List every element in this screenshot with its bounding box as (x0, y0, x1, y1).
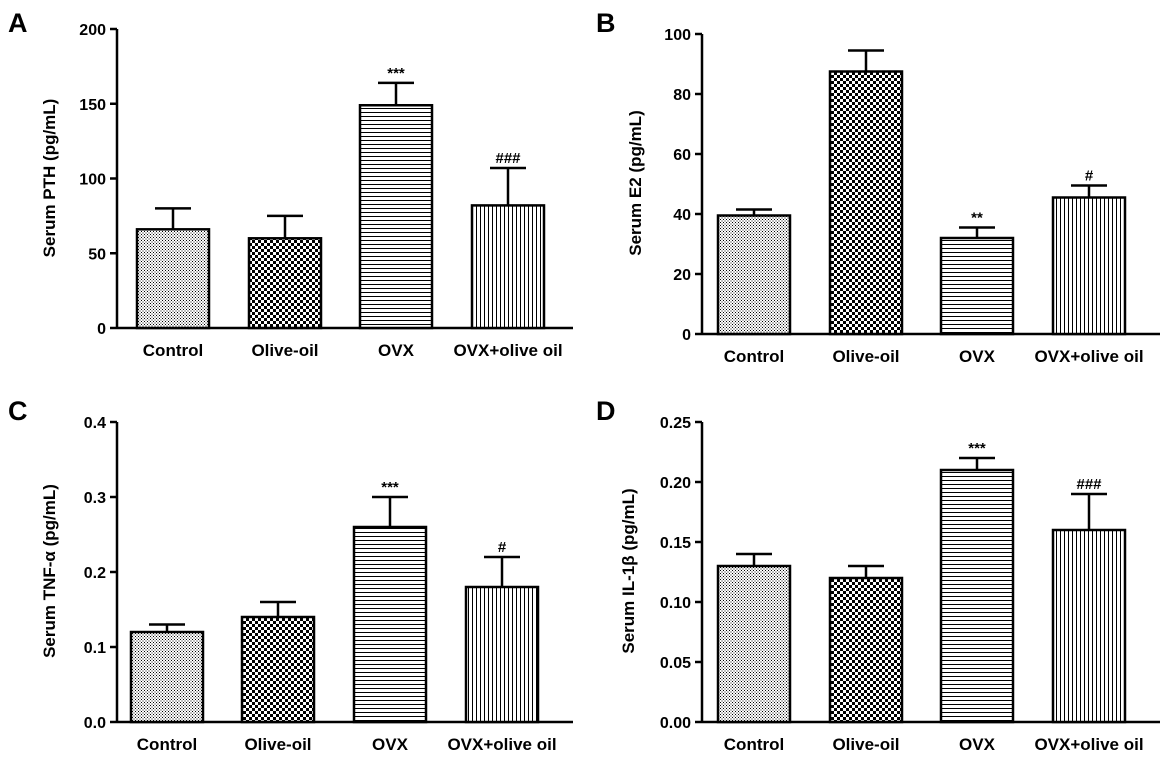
y-tick-label: 0.15 (660, 535, 691, 552)
y-tick-label: 40 (673, 207, 691, 224)
x-category-label: Olive-oil (251, 341, 318, 360)
y-tick-label: 50 (88, 246, 106, 263)
bar-ovx-olive-oil (470, 204, 546, 330)
bar-olive-oil (240, 615, 316, 724)
significance-label: *** (968, 440, 986, 457)
x-category-label: Control (724, 735, 784, 754)
bar-olive-oil (828, 70, 904, 336)
x-category-label: OVX+olive oil (1034, 735, 1143, 754)
panel-c: C Serum TNF-α (pg/mL) 0.0 0.1 0.2 0.3 0.4 Con… (8, 396, 573, 754)
bar-ovx (358, 103, 434, 330)
x-category-label: OVX (378, 341, 415, 360)
y-axis-title-b: Serum E2 (pg/mL) (626, 110, 645, 255)
bar-control (716, 564, 792, 724)
y-tick-label: 0.3 (84, 490, 106, 507)
panel-letter-a: A (8, 8, 28, 38)
y-tick-label: 0 (97, 321, 106, 338)
bar-ovx-olive-oil (1051, 528, 1127, 724)
significance-label: *** (387, 65, 405, 82)
y-tick-label: 0.20 (660, 475, 691, 492)
y-axis-title-d: Serum IL-1β (pg/mL) (619, 488, 638, 653)
bar-control (716, 214, 792, 336)
bar-control (129, 630, 205, 724)
y-axis-title-a: Serum PTH (pg/mL) (40, 99, 59, 258)
y-tick-label: 0.00 (660, 715, 691, 732)
y-tick-label: 20 (673, 267, 691, 284)
bar-ovx (939, 468, 1015, 724)
significance-label: ** (971, 210, 983, 227)
x-category-label: OVX (959, 735, 996, 754)
y-tick-label: 0.0 (84, 715, 106, 732)
bar-control (135, 228, 211, 330)
y-tick-label: 60 (673, 147, 691, 164)
panel-a: A Serum PTH (pg/mL) 0 50 100 150 200 Control O… (8, 8, 573, 360)
x-category-label: OVX+olive oil (1034, 347, 1143, 366)
significance-label: *** (381, 479, 399, 496)
bar-ovx-olive-oil (1051, 196, 1127, 336)
x-category-label: OVX (959, 347, 996, 366)
x-category-label: Control (724, 347, 784, 366)
bar-olive-oil (247, 237, 323, 330)
x-category-label: OVX+olive oil (447, 735, 556, 754)
y-tick-label: 0.4 (84, 415, 106, 432)
y-tick-label: 150 (79, 97, 106, 114)
panel-b: B Serum E2 (pg/mL) 0 20 40 60 80 100 Control Ol… (596, 8, 1160, 366)
x-category-label: Control (143, 341, 203, 360)
bar-ovx-olive-oil (464, 585, 540, 724)
x-category-label: Olive-oil (244, 735, 311, 754)
panel-d: D Serum IL-1β (pg/mL) 0.00 0.05 0.10 0.15 0.… (596, 396, 1160, 754)
y-tick-label: 0.2 (84, 565, 106, 582)
panel-letter-d: D (596, 396, 616, 426)
bar-ovx (352, 525, 428, 724)
x-category-label: OVX+olive oil (453, 341, 562, 360)
y-tick-label: 0.25 (660, 415, 691, 432)
y-tick-label: 0.10 (660, 595, 691, 612)
x-category-label: Olive-oil (832, 735, 899, 754)
y-tick-label: 0 (682, 327, 691, 344)
panel-letter-b: B (596, 8, 616, 38)
y-tick-label: 100 (79, 172, 106, 189)
y-tick-label: 100 (664, 27, 691, 44)
x-category-label: Control (137, 735, 197, 754)
y-tick-label: 200 (79, 22, 106, 39)
y-tick-label: 80 (673, 87, 691, 104)
significance-label: # (498, 539, 507, 556)
y-axis-title-c: Serum TNF-α (pg/mL) (40, 484, 59, 658)
significance-label: # (1085, 168, 1094, 185)
significance-label: ### (1076, 476, 1102, 493)
x-category-label: OVX (372, 735, 409, 754)
y-tick-label: 0.05 (660, 655, 691, 672)
panel-letter-c: C (8, 396, 28, 426)
bar-ovx (939, 236, 1015, 336)
significance-label: ### (495, 150, 521, 167)
y-tick-label: 0.1 (84, 640, 106, 657)
x-category-label: Olive-oil (832, 347, 899, 366)
bar-olive-oil (828, 576, 904, 724)
